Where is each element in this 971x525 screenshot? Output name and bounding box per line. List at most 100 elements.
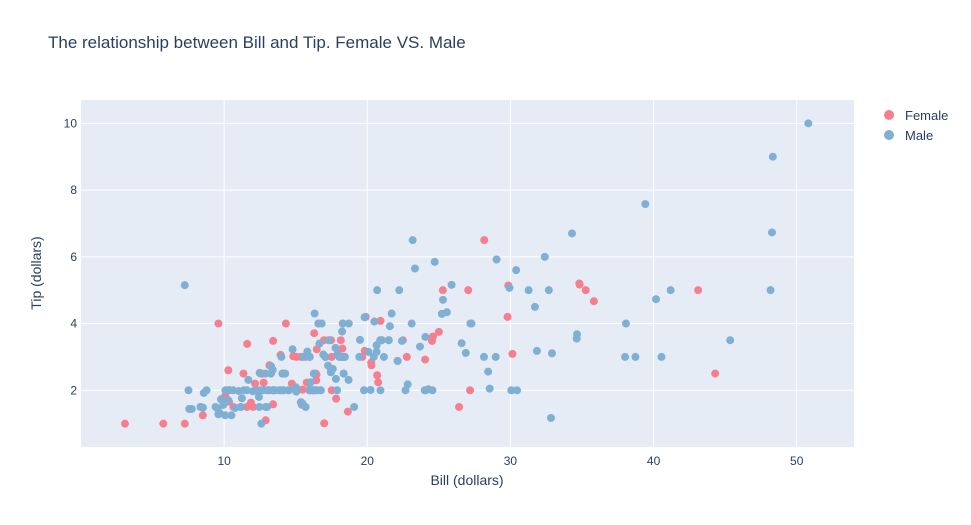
male-point[interactable] [344, 375, 353, 384]
male-point[interactable] [767, 228, 776, 237]
male-point[interactable] [387, 309, 396, 318]
male-point[interactable] [225, 386, 234, 395]
female-point[interactable] [320, 419, 329, 428]
female-point[interactable] [214, 319, 223, 328]
male-point[interactable] [214, 410, 223, 419]
male-point[interactable] [407, 319, 416, 328]
male-point[interactable] [237, 394, 246, 403]
female-point[interactable] [508, 349, 517, 358]
female-point[interactable] [198, 411, 207, 420]
female-point[interactable] [711, 369, 720, 378]
male-point[interactable] [242, 386, 251, 395]
male-point[interactable] [251, 386, 260, 395]
male-point[interactable] [410, 264, 419, 273]
male-point[interactable] [370, 317, 379, 326]
female-point[interactable] [427, 336, 436, 345]
male-point[interactable] [485, 384, 494, 393]
male-point[interactable] [491, 352, 500, 361]
male-point[interactable] [340, 352, 349, 361]
male-point[interactable] [408, 236, 417, 245]
female-point[interactable] [367, 361, 376, 370]
male-point[interactable] [244, 375, 253, 384]
plot-area[interactable] [81, 100, 854, 447]
male-point[interactable] [338, 319, 347, 328]
male-point[interactable] [310, 386, 319, 395]
male-point[interactable] [255, 402, 264, 411]
female-point[interactable] [281, 319, 290, 328]
male-point[interactable] [292, 386, 301, 395]
male-point[interactable] [224, 395, 233, 404]
male-point[interactable] [211, 402, 220, 411]
male-point[interactable] [180, 281, 189, 290]
male-point[interactable] [442, 308, 451, 317]
male-point[interactable] [766, 286, 775, 295]
female-point[interactable] [310, 329, 319, 338]
female-point[interactable] [120, 419, 129, 428]
female-point[interactable] [259, 378, 268, 387]
male-point[interactable] [221, 411, 230, 420]
female-point[interactable] [224, 366, 233, 375]
male-point[interactable] [513, 386, 522, 395]
male-point[interactable] [457, 339, 466, 348]
male-point[interactable] [297, 400, 306, 409]
male-point[interactable] [261, 369, 270, 378]
male-point[interactable] [379, 352, 388, 361]
male-point[interactable] [428, 386, 437, 395]
male-point[interactable] [415, 342, 424, 351]
male-point[interactable] [467, 319, 476, 328]
female-point[interactable] [402, 352, 411, 361]
male-point[interactable] [315, 339, 324, 348]
male-point[interactable] [439, 295, 448, 304]
male-point[interactable] [726, 336, 735, 345]
male-point[interactable] [666, 286, 675, 295]
male-point[interactable] [331, 374, 340, 383]
female-point[interactable] [421, 355, 430, 364]
female-point[interactable] [464, 286, 473, 295]
legend-item-male[interactable]: Male [880, 125, 948, 145]
female-point[interactable] [332, 394, 341, 403]
female-point[interactable] [438, 286, 447, 295]
male-point[interactable] [184, 386, 193, 395]
male-point[interactable] [364, 347, 373, 356]
legend-item-female[interactable]: Female [880, 105, 948, 125]
male-point[interactable] [532, 346, 541, 355]
male-point[interactable] [621, 352, 630, 361]
male-point[interactable] [547, 349, 556, 358]
female-point[interactable] [180, 419, 189, 428]
male-point[interactable] [254, 392, 263, 401]
male-point[interactable] [268, 365, 277, 374]
female-point[interactable] [434, 327, 443, 336]
male-point[interactable] [544, 286, 553, 295]
male-point[interactable] [309, 369, 318, 378]
female-point[interactable] [694, 286, 703, 295]
male-point[interactable] [505, 283, 514, 292]
female-point[interactable] [480, 236, 489, 245]
male-point[interactable] [327, 366, 336, 375]
male-point[interactable] [401, 386, 410, 395]
female-point[interactable] [338, 344, 347, 353]
male-point[interactable] [524, 286, 533, 295]
female-point[interactable] [251, 379, 260, 388]
male-point[interactable] [306, 378, 315, 387]
male-point[interactable] [316, 386, 325, 395]
female-point[interactable] [298, 385, 307, 394]
male-point[interactable] [355, 335, 364, 344]
male-point[interactable] [263, 402, 272, 411]
female-point[interactable] [243, 339, 252, 348]
male-point[interactable] [333, 386, 342, 395]
male-point[interactable] [331, 343, 340, 352]
male-point[interactable] [377, 336, 386, 345]
male-point[interactable] [187, 404, 196, 413]
female-point[interactable] [343, 407, 352, 416]
male-point[interactable] [652, 295, 661, 304]
male-point[interactable] [421, 386, 430, 395]
female-point[interactable] [249, 402, 258, 411]
male-point[interactable] [202, 386, 211, 395]
male-point[interactable] [621, 319, 630, 328]
male-point[interactable] [397, 336, 406, 345]
male-point[interactable] [430, 257, 439, 266]
male-point[interactable] [270, 386, 279, 395]
male-point[interactable] [768, 152, 777, 161]
female-point[interactable] [373, 371, 382, 380]
